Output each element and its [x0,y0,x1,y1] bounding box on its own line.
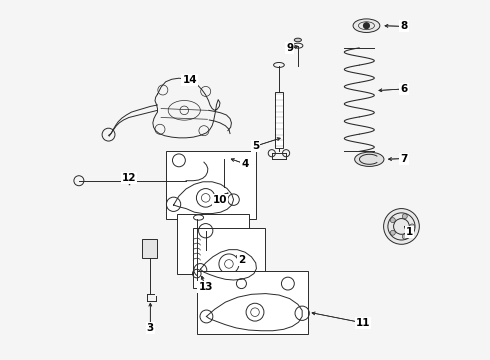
Bar [275,93,283,148]
Text: 14: 14 [182,75,197,85]
Circle shape [402,214,407,219]
Text: 12: 12 [122,173,136,183]
Text: 1: 1 [406,227,413,237]
Text: 10: 10 [213,195,227,204]
Bar [167,152,256,219]
Ellipse shape [353,19,380,32]
Bar [177,213,248,274]
Text: 9: 9 [286,43,293,53]
Text: 2: 2 [238,255,245,265]
Bar [143,239,157,258]
Circle shape [363,22,370,29]
Text: 11: 11 [356,318,370,328]
Text: 5: 5 [252,141,259,151]
Text: 13: 13 [198,282,213,292]
Text: 7: 7 [400,154,408,163]
Circle shape [410,224,415,229]
Circle shape [384,208,419,244]
Circle shape [391,230,395,235]
Text: 8: 8 [400,21,408,31]
Bar [197,271,308,334]
Bar [193,228,265,288]
Ellipse shape [294,38,301,42]
Ellipse shape [355,152,384,166]
Text: 4: 4 [241,159,249,169]
Text: 6: 6 [400,84,408,94]
Circle shape [391,218,395,222]
Circle shape [402,234,407,239]
Text: 3: 3 [147,323,154,333]
